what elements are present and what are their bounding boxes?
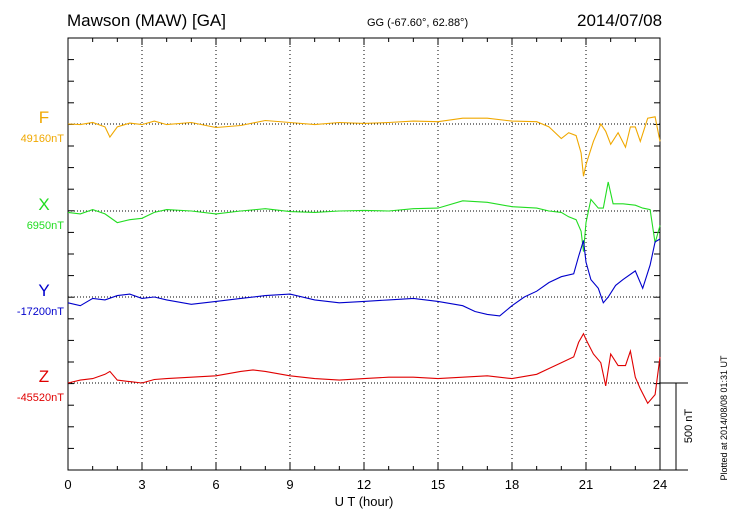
x-tick-label: 18 (505, 477, 519, 492)
series-baseline-label-z: -45520nT (17, 392, 64, 404)
scale-bar-label: 500 nT (683, 409, 695, 444)
x-tick-label: 24 (653, 477, 667, 492)
x-axis-label: U T (hour) (335, 494, 394, 509)
x-tick-label: 0 (64, 477, 71, 492)
series-line-z (67, 332, 661, 405)
series-name-x: X (38, 195, 49, 214)
series-name-y: Y (38, 281, 49, 300)
series-baseline-label-f: 49160nT (21, 133, 65, 145)
x-tick-label: 9 (286, 477, 293, 492)
x-tick-label: 3 (138, 477, 145, 492)
series-name-f: F (39, 108, 49, 127)
x-tick-label: 12 (357, 477, 371, 492)
series-line-y (67, 238, 661, 317)
series-name-z: Z (39, 367, 49, 386)
x-tick-label: 6 (212, 477, 219, 492)
series-baseline-label-x: 6950nT (27, 220, 65, 232)
station-coordinates: GG (-67.60°, 62.88°) (367, 17, 469, 29)
chart-title: Mawson (MAW) [GA] (67, 11, 226, 30)
series-line-f (67, 116, 661, 177)
x-tick-label: 21 (579, 477, 593, 492)
x-tick-label: 15 (431, 477, 445, 492)
series-line-x (67, 181, 661, 252)
series-baseline-label-y: -17200nT (17, 306, 64, 318)
chart-date: 2014/07/08 (577, 11, 663, 30)
